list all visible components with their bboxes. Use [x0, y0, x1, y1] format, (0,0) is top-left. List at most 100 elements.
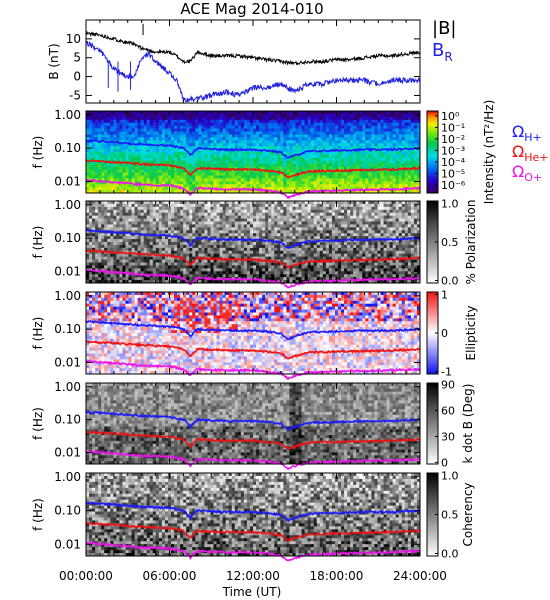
heatmap-cell [180, 154, 184, 159]
heatmap-cell [89, 224, 93, 228]
heatmap-cell [189, 184, 193, 188]
heatmap-cell [416, 149, 421, 153]
heatmap-cell [350, 119, 354, 124]
heatmap-cell [225, 128, 230, 132]
heatmap-cell [207, 227, 211, 231]
y-tick-label: 5 [73, 51, 81, 65]
heatmap-cell [246, 201, 251, 205]
heatmap-cell [137, 206, 142, 211]
heatmap-cell [353, 163, 357, 168]
heatmap-cell [134, 152, 139, 156]
heatmap-cell [371, 143, 375, 147]
heatmap-cell [262, 233, 266, 237]
heatmap-cell [174, 203, 178, 208]
heatmap-cell [240, 256, 245, 260]
heatmap-cell [259, 172, 263, 176]
heatmap-cell [92, 175, 96, 179]
heatmap-cell [213, 160, 217, 165]
heatmap-cell [249, 242, 254, 246]
heatmap-cell [246, 134, 251, 138]
heatmap-cell [304, 134, 309, 138]
heatmap-cell [280, 163, 284, 168]
heatmap-cell [328, 160, 333, 165]
heatmap-cell [110, 265, 114, 269]
heatmap-cell [213, 122, 217, 127]
heatmap-cell [234, 262, 239, 266]
heatmap-cell [246, 236, 251, 240]
heatmap-cell [95, 242, 99, 246]
heatmap-cell [316, 111, 321, 115]
heatmap-cell [365, 163, 369, 168]
heatmap-cell [155, 221, 160, 225]
heatmap-cell [237, 271, 242, 275]
heatmap-cell [198, 149, 202, 153]
heatmap-cell [316, 125, 321, 129]
heatmap-cell [174, 262, 178, 266]
heatmap-cell [107, 259, 111, 263]
heatmap-cell [265, 172, 269, 176]
heatmap-cell [416, 119, 421, 124]
heatmap-cell [192, 230, 196, 234]
heatmap-cell [122, 247, 126, 252]
panel-frame [85, 19, 421, 104]
heatmap-cell [368, 175, 372, 179]
heatmap-cell [268, 221, 272, 225]
heatmap-cell [98, 233, 102, 237]
heatmap-cell [198, 134, 202, 138]
heatmap-cell [246, 280, 251, 284]
heatmap-cell [410, 160, 415, 165]
heatmap-cell [292, 113, 296, 118]
heatmap-cell [268, 244, 272, 249]
heatmap-cell [228, 178, 233, 182]
heatmap-cell [310, 134, 315, 138]
heatmap-cell [186, 187, 190, 191]
heatmap-cell [407, 146, 412, 150]
heatmap-cell [398, 190, 403, 194]
heatmap-cell [262, 140, 266, 144]
heatmap-cell [213, 175, 217, 179]
heatmap-cell [119, 149, 123, 153]
heatmap-cell [101, 181, 105, 185]
heatmap-cell [256, 212, 260, 217]
heatmap-cell [216, 239, 220, 243]
heatmap-cell [213, 137, 217, 141]
heatmap-cell [243, 221, 248, 225]
heatmap-cell [310, 178, 315, 182]
heatmap-cell [219, 175, 224, 179]
heatmap-cell [140, 221, 145, 225]
heatmap-cell [213, 125, 217, 129]
heatmap-cell [140, 128, 145, 132]
heatmap-cell [171, 152, 175, 156]
heatmap-cell [231, 230, 236, 234]
heatmap-cell [86, 233, 90, 237]
heatmap-cell [356, 157, 360, 162]
heatmap-cell [140, 187, 145, 191]
heatmap-cell [265, 137, 269, 141]
heatmap-cell [265, 160, 269, 165]
heatmap-cell [137, 166, 142, 170]
heatmap-cell [125, 268, 129, 272]
heatmap-cell [131, 152, 135, 156]
heatmap-cell [271, 113, 275, 118]
heatmap-cell [143, 187, 148, 191]
heatmap-cell [167, 212, 172, 217]
heatmap-cell [289, 187, 293, 191]
heatmap-cell [259, 160, 263, 165]
heatmap-cell [328, 187, 333, 191]
heatmap-cell [392, 178, 397, 182]
heatmap-cell [225, 169, 230, 173]
heatmap-cell [265, 178, 269, 182]
heatmap-cell [222, 146, 227, 150]
heatmap-cell [122, 122, 126, 127]
heatmap-cell [246, 116, 251, 121]
heatmap-cell [155, 137, 160, 141]
heatmap-cell [164, 178, 169, 182]
heatmap-cell [180, 137, 184, 141]
heatmap-cell [125, 122, 129, 127]
heatmap-cell [86, 206, 90, 211]
heatmap-cell [362, 149, 366, 153]
heatmap-cell [210, 178, 214, 182]
heatmap-cell [307, 154, 312, 159]
heatmap-cell [198, 172, 202, 176]
heatmap-cell [338, 152, 342, 156]
